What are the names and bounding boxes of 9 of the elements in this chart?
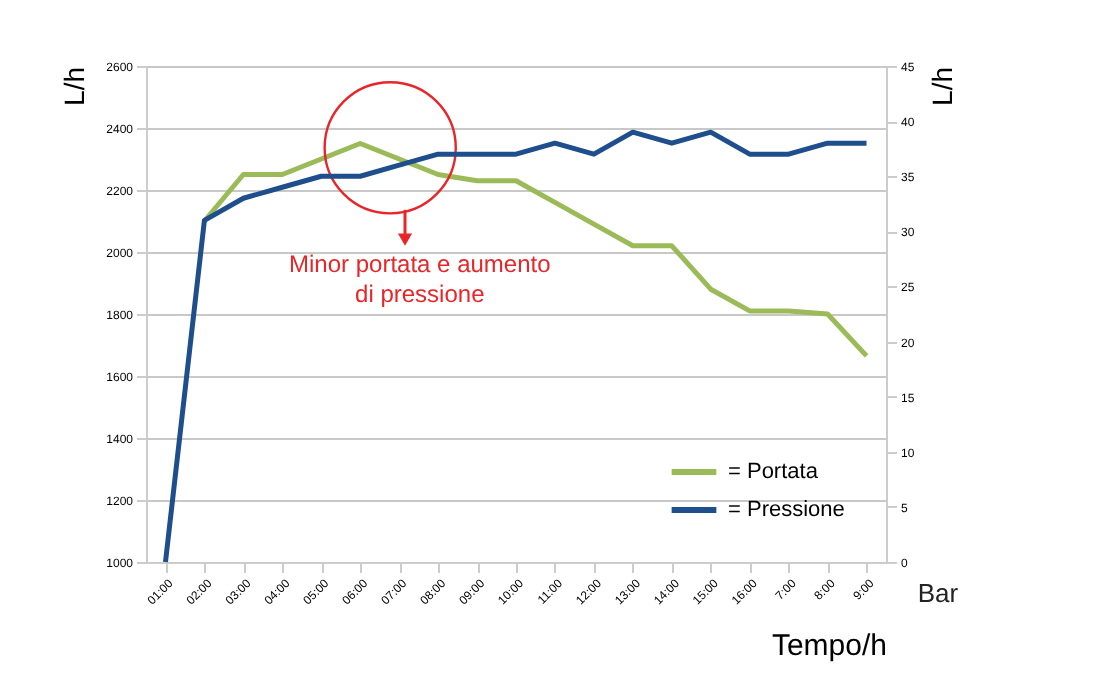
- y2-axis-title: L/h: [926, 67, 959, 106]
- x-axis-title: Tempo/h: [771, 628, 887, 663]
- legend-label: = Portata: [728, 460, 820, 484]
- y-axis-title: L/h: [58, 67, 91, 106]
- text: Bar: [917, 578, 960, 608]
- line-series: [162, 129, 870, 565]
- line-series: [201, 141, 870, 359]
- annotation: Minor portata e aumento di pressione: [289, 250, 552, 309]
- legend-label: = Pressione: [728, 498, 845, 522]
